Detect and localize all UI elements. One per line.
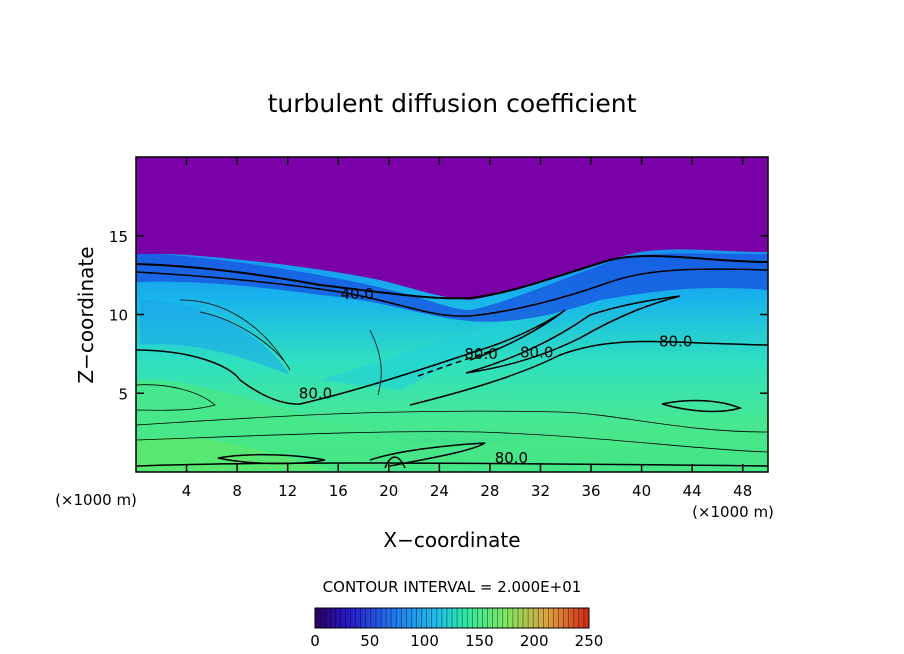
colorbar-ticks: 0 50 100 150 200 250 (310, 632, 603, 650)
x-tick-label: 36 (581, 482, 600, 500)
contour-label: 80.0 (299, 384, 332, 402)
x-tick-label: 4 (182, 482, 192, 500)
contour-line (136, 309, 566, 405)
contour-labels: 40.0 80.0 80.0 80.0 80.0 80.0 (299, 285, 693, 467)
contour-line (417, 347, 501, 377)
field-blue-top (136, 252, 768, 322)
field-cyan-left (140, 300, 290, 375)
x-tick-label: 20 (379, 482, 398, 500)
y-tick-label: 15 (109, 228, 128, 246)
contour-interval-label: CONTOUR INTERVAL = 2.000E+01 (323, 578, 582, 596)
contour-label: 80.0 (464, 345, 497, 363)
contour-label: 80.0 (659, 332, 692, 350)
x-tick-label: 12 (278, 482, 297, 500)
x-tick-label: 44 (683, 482, 702, 500)
colorbar: 0 50 100 150 200 250 (310, 607, 603, 650)
colorbar-tick-label: 100 (410, 632, 439, 650)
x-tick-label: 28 (480, 482, 499, 500)
y-axis-label: Z−coordinate (74, 246, 98, 383)
colorbar-tick-label: 250 (575, 632, 604, 650)
contour-line (661, 399, 743, 413)
y-tick-label: 10 (109, 307, 128, 325)
x-tick-label: 16 (329, 482, 348, 500)
contour-line (369, 442, 486, 467)
contour-line (136, 255, 768, 300)
contour-line (136, 431, 768, 453)
contour-line (179, 299, 291, 371)
x-axis-label: X−coordinate (383, 528, 520, 552)
contour-label: 80.0 (520, 343, 553, 361)
x-tick-label: 24 (430, 482, 449, 500)
field-green-band (136, 379, 768, 472)
contour-line (384, 456, 406, 469)
colorbar-tick-label: 200 (520, 632, 549, 650)
contour-line (465, 295, 681, 374)
colorbar-frame (314, 607, 590, 629)
contour-line (136, 384, 216, 411)
x-tick-label: 32 (531, 482, 550, 500)
contour-line (136, 410, 768, 433)
x-tick-label: 8 (232, 482, 242, 500)
contour-line (136, 268, 768, 317)
contour-line (369, 329, 382, 396)
contour-label: 40.0 (340, 285, 373, 303)
contour-line (409, 340, 768, 406)
x-axis-unit-right: (×1000 m) (692, 503, 774, 521)
chart-title: turbulent diffusion coefficient (268, 89, 637, 118)
x-axis-unit-left: (×1000 m) (55, 491, 137, 509)
colorbar-tick-label: 50 (360, 632, 379, 650)
x-tick-label: 48 (733, 482, 752, 500)
contour-label: 80.0 (495, 449, 528, 467)
plot-area (136, 157, 768, 472)
x-axis-ticks: 4 8 12 16 20 24 28 32 36 40 44 48 (182, 157, 752, 500)
colorbar-tick-label: 150 (465, 632, 494, 650)
field-cyan-tongue (320, 300, 560, 390)
contour-line (217, 453, 326, 465)
colorbar-tick-label: 0 (310, 632, 320, 650)
x-tick-label: 40 (632, 482, 651, 500)
y-tick-label: 5 (118, 385, 128, 403)
y-axis-ticks: 5 10 15 (109, 228, 768, 403)
field-purple-top (136, 157, 768, 300)
